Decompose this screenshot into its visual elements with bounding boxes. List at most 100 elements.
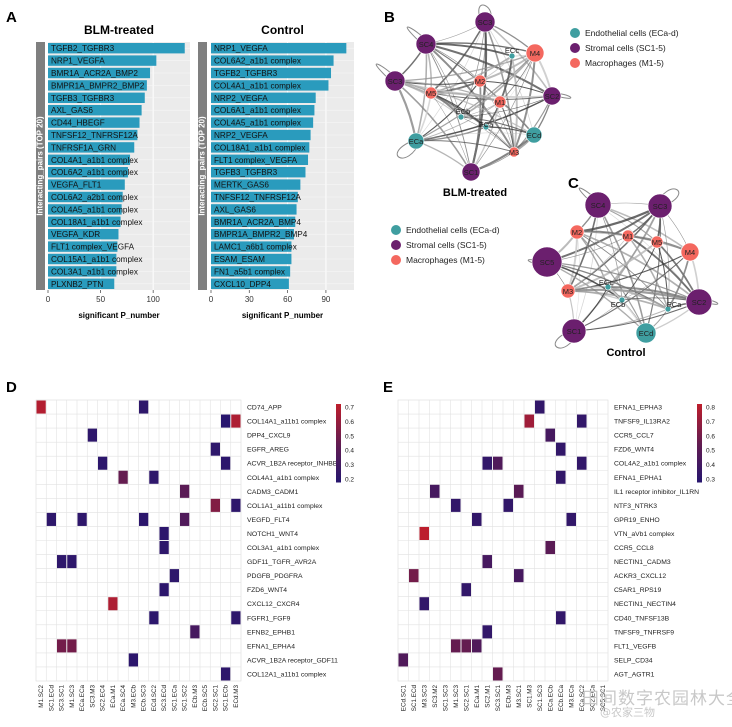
node-sc1: [461, 162, 481, 182]
heatmap-cell: [535, 400, 545, 414]
node-label: SC1: [567, 327, 582, 336]
heatmap-cell: [482, 555, 492, 569]
bar-category-label: PLXNB2_PTN: [51, 280, 103, 289]
edge: [567, 235, 629, 292]
legend-label: Endothelial cells (ECa-d): [406, 225, 500, 235]
plot-background: [211, 42, 354, 290]
colorbar-tick: 0.4: [706, 462, 715, 469]
node-label: SC3: [478, 18, 493, 27]
y-axis-label: Interacting_pairs (TOP 20): [198, 116, 207, 216]
heatmap-cell: [482, 456, 492, 470]
heatmap-cell: [221, 414, 231, 428]
colorbar-step: [697, 409, 702, 413]
column-label: SC3.ECd: [161, 685, 168, 712]
row-label: DPP4_CXCL9: [247, 433, 291, 440]
column-label: SC3.M2: [432, 685, 439, 708]
heatmap-cell: [169, 569, 179, 583]
node-label: ECc: [599, 278, 613, 287]
colorbar-step: [336, 476, 341, 479]
row-label: ACVR_1B2A receptor_GDF11: [247, 657, 338, 664]
bar: [48, 278, 115, 289]
bar-category-label: COL4A1_a1b1 complex: [214, 81, 301, 90]
bar-category-label: AXL_GAS6: [51, 106, 93, 115]
bar: [211, 241, 292, 252]
edge: [479, 80, 515, 153]
colorbar-step: [336, 429, 341, 432]
colorbar-step: [697, 454, 702, 458]
bar: [48, 253, 117, 265]
node-ecd: [635, 322, 657, 344]
colorbar-tick: 0.8: [706, 405, 715, 412]
node-ecb: [457, 113, 465, 121]
heatmap-cell: [556, 442, 566, 456]
colorbar-step: [336, 421, 341, 424]
heatmap-cell: [128, 653, 138, 667]
heatmap-cell: [493, 667, 503, 681]
node-label: SC3: [388, 77, 403, 86]
heatmap-cell: [419, 526, 429, 540]
heatmap-cell: [210, 498, 220, 512]
row-label: VEGFD_FLT4: [247, 517, 290, 524]
colorbar-step: [336, 458, 341, 462]
bar: [48, 55, 157, 66]
column-label: SC1.ECd: [48, 685, 55, 712]
node-ecd: [525, 126, 543, 144]
node-m2: [473, 74, 487, 88]
node-label: SC5: [540, 258, 555, 267]
heatmap-cell: [545, 541, 555, 555]
colorbar-step: [697, 446, 702, 450]
colorbar-step: [336, 423, 341, 426]
row-label: TNFSF9_TNFRSF9: [614, 629, 674, 636]
row-label: COL4A2_a1b1 complex: [614, 461, 687, 468]
row-label: NECTIN1_CADM3: [614, 559, 671, 566]
column-label: M1.SC3: [453, 685, 460, 708]
colorbar-step: [336, 431, 341, 434]
colorbar-step: [697, 470, 702, 473]
y-strip: [36, 42, 45, 290]
network-title: BLM-treated: [443, 187, 507, 199]
network-legend-b: Endothelial cells (ECa-d) Stromal cells (…: [570, 28, 679, 68]
bar: [211, 92, 316, 103]
colorbar-tick: 0.3: [706, 477, 715, 484]
colorbar-step: [697, 417, 702, 421]
colorbar-step: [336, 472, 341, 475]
heatmap-d: CD74_APP COL14A1_a11b1 complex DPP4_CXCL9 E…: [35, 399, 354, 712]
colorbar-step: [697, 464, 702, 467]
column-label: ECd.SC1: [400, 685, 407, 712]
column-label: M1.SC2: [38, 685, 45, 708]
edge: [415, 80, 481, 142]
bar-category-label: TGFB3_TGFBR3: [214, 168, 278, 177]
heatmap-e: EFNA1_EPHA3 TNFSF9_IL13RA2 CCR5_CCL7 FZD6_W…: [397, 399, 715, 712]
bar: [211, 142, 310, 153]
edge: [394, 80, 472, 173]
row-label: COL1A1_a11b1 complex: [247, 503, 323, 510]
node-label: ECd: [527, 131, 542, 140]
column-label: ECa.M1: [110, 685, 117, 708]
panel-label-c: C: [568, 175, 579, 192]
heatmap-cell: [461, 639, 471, 653]
colorbar-step: [336, 446, 341, 450]
node-m4: [680, 242, 700, 262]
x-tick-label: 0: [209, 295, 214, 304]
bar-category-label: FN1_a5b1 complex: [214, 267, 285, 276]
edge: [425, 43, 553, 97]
x-tick-label: 0: [46, 295, 51, 304]
colorbar-step: [336, 450, 341, 454]
colorbar-step: [336, 462, 341, 465]
bar-category-label: TNFSF12_TNFRSF12A: [51, 131, 138, 140]
column-label: SC2.SC1: [212, 685, 219, 712]
colorbar-step: [697, 413, 702, 417]
row-label: TNFSF9_IL13RA2: [614, 419, 670, 426]
colorbar-tick: 0.7: [345, 405, 354, 412]
panel-label-d: D: [6, 379, 17, 396]
row-label: EGFR_AREG: [247, 447, 289, 454]
bar-category-label: VEGFA_KDR: [51, 230, 100, 239]
colorbar-step: [697, 439, 702, 442]
colorbar-tick: 0.4: [345, 448, 354, 455]
column-label: M3.SC3: [421, 685, 428, 708]
bar: [211, 67, 332, 79]
heatmap-cell: [77, 512, 87, 526]
bar: [48, 266, 117, 277]
legend-label: Stromal cells (SC1-5): [406, 240, 487, 250]
